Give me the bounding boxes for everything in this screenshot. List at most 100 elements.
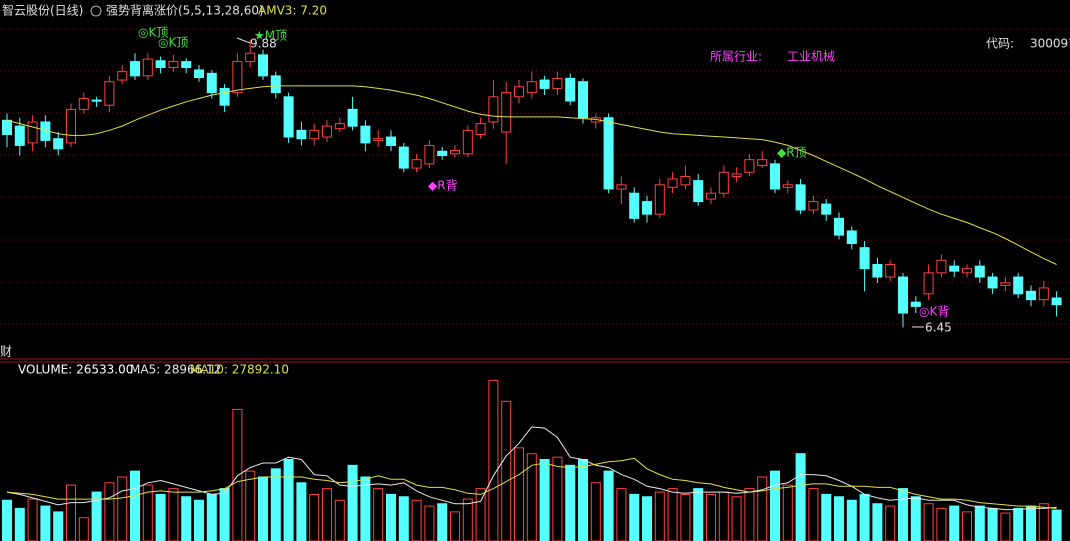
candle-body [654,184,665,215]
industry: 工业机械 [787,49,835,64]
candle-body [872,263,883,278]
legend-entry: VOLUME: 26533.00 [18,363,133,377]
candle-body [501,92,512,133]
volume-bar [78,517,89,541]
candle-body [386,136,396,146]
volume-bar [2,499,12,541]
volume-bar [808,488,819,541]
candle-body [706,192,716,200]
candle-body [987,276,998,289]
volume-bar [258,476,268,541]
candle-body [181,61,192,68]
candle-body [475,123,486,136]
volume-bar [846,499,857,541]
candle-body [936,259,947,274]
volume-bar [565,464,576,541]
industry-label: 所属行业: [710,50,762,64]
legend-entry: MA5: 28966.12 [130,363,221,377]
candle-body [398,146,409,169]
candle-body [437,150,448,156]
volume-bar [770,470,780,541]
candle-body [373,138,384,141]
candle-body [270,75,281,94]
volume-bar [245,470,256,541]
volume-bar [296,482,307,541]
extreme-pointer [236,37,251,44]
volume-bar [757,476,768,541]
volume-bar [130,470,140,541]
candle-body [309,129,320,140]
candle-body [757,159,768,167]
candle-body [782,184,793,188]
volume-bar [14,507,25,541]
candle-body [974,265,985,278]
volume-bar [347,464,358,541]
candle-body [1000,282,1011,286]
volume-bar [411,499,422,541]
candle-body [834,217,844,236]
volume-bar [629,493,640,541]
volume-bar [706,493,716,541]
candle-body [629,192,640,219]
volume-bar [398,496,409,541]
candle-body [232,61,243,94]
volume-bar [578,459,588,541]
volume-bar [654,491,665,541]
code: 300097 [1030,37,1070,51]
volume-bar [40,505,51,541]
volume-bar [437,503,448,541]
candle-body [27,121,38,144]
low-label: 6.45 [925,321,952,335]
candle-body [667,178,678,188]
candle-body [859,247,870,270]
legend-entry: MA10: 27892.10 [190,363,289,377]
candle-body [1026,290,1036,301]
candle-body [168,61,179,68]
candle-body [14,125,25,146]
candle-body [949,265,960,272]
ma-line [6,85,1057,265]
volume-bar [539,459,550,541]
volume-bar [194,499,204,541]
volume-bar [898,488,908,541]
candle-body [334,123,345,130]
volume-bar [360,476,371,541]
candle-body [411,159,422,169]
stock-title: 智云股份(日线) [2,3,83,18]
candle-body [578,81,588,119]
signal-annotation: ◎K顶 [138,26,168,40]
indicator-name: 强势背离涨价(5,5,13,28,60) [106,3,264,18]
volume-bar [462,498,473,541]
candle-body [155,60,166,68]
candle-body [245,52,256,63]
signal-annotation: ◆R顶 [777,146,807,160]
volume-bar [386,493,396,541]
volume-bar [1038,503,1049,541]
volume-bar [974,505,985,541]
volume-bar [910,496,921,541]
volume-bar [104,482,115,541]
candle-body [104,81,115,106]
candle-body [821,203,832,215]
volume-bar [885,505,896,541]
candle-body [219,87,230,106]
candle-body [1038,287,1049,301]
volume-bar [693,488,704,541]
volume-bar [821,493,832,541]
candle-body [424,144,435,165]
candle-body [642,201,652,215]
volume-bar [142,484,153,541]
volume-bar [936,507,947,541]
candle-body [718,171,729,194]
candle-body [693,180,704,203]
volume-bar [1013,507,1024,541]
volume-bar [667,488,678,541]
candle-body [322,125,332,138]
candle-body [142,58,153,77]
candle-body [283,96,294,138]
volume-bar [66,484,76,541]
volume-bar [616,488,627,541]
candle-body [526,81,537,94]
candle-body [616,184,627,190]
